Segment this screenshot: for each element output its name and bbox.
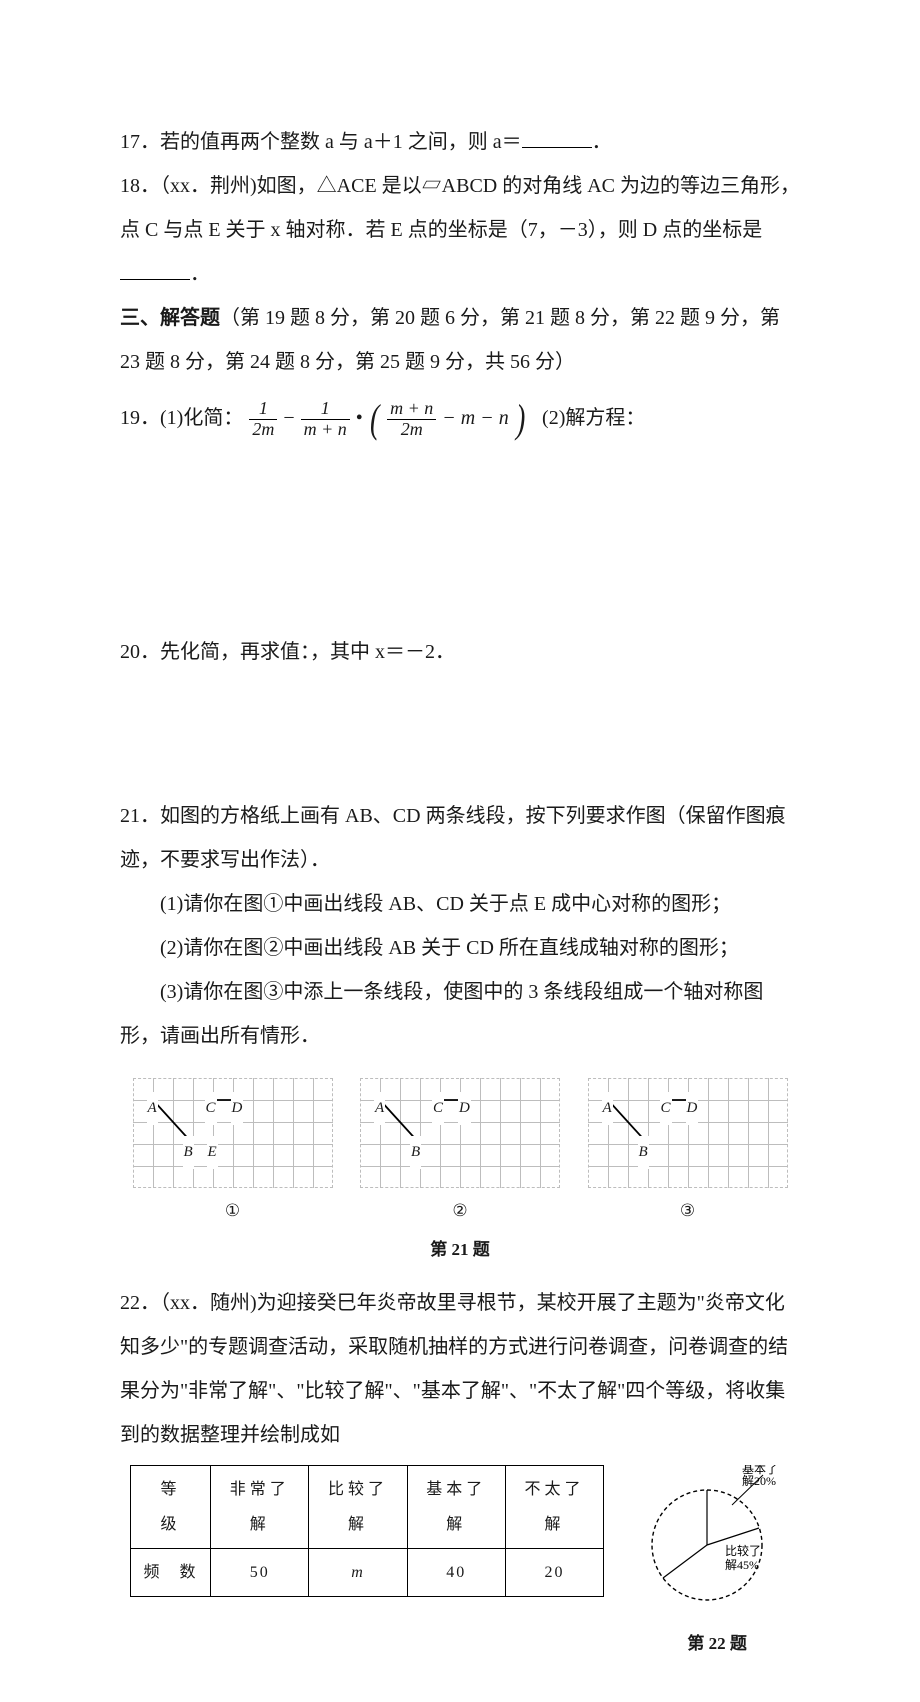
q21-p1: (1)请你在图①中画出线段 AB、CD 关于点 E 成中心对称的图形； [120,882,800,926]
q18-num: 18． [120,175,160,197]
q17-text-a: 若的值再两个整数 a 与 a＋1 之间，则 a＝ [160,131,522,153]
lbl-D2: D [458,1092,471,1125]
td-v0: 50 [211,1549,309,1597]
q21-p2: (2)请你在图②中画出线段 AB 关于 CD 所在直线成轴对称的图形； [120,926,800,970]
q21-grids: A C D B E ① A C D B ② 第 21 题 [120,1078,800,1269]
q21-p3: (3)请你在图③中添上一条线段，使图中的 3 条线段组成一个轴对称图形，请画出所… [120,970,800,1058]
frac-1-over-m-plus-n: 1 m + n [301,399,350,440]
q22-pie-caption: 第 22 题 [634,1625,800,1662]
grid-1: A C D B E [133,1078,333,1188]
q20-num: 20． [120,641,160,663]
lbl-E: E [207,1136,218,1169]
th-level: 等 级 [131,1465,211,1548]
grid-3-cap: ③ [585,1192,790,1229]
q21-num: 21． [120,805,160,827]
q17-tail: ． [592,131,612,153]
pie-label-compare-1: 比较了 [725,1543,761,1558]
table-row: 频 数 50 m 40 20 [131,1549,604,1597]
q17-num: 17． [120,131,160,153]
q20-text: 先化简，再求值：，其中 x＝－2． [160,641,455,663]
q19-tail-inside: − m − n [442,407,508,429]
q20: 20．先化简，再求值：，其中 x＝－2． [120,630,800,674]
frac-1-over-2m: 1 2m [249,399,277,440]
th-basic: 基本了解 [407,1465,505,1548]
q17-blank [522,127,592,148]
q18: 18．（xx．荆州)如图，△ACE 是以▱ABCD 的对角线 AC 为边的等边三… [120,164,800,296]
lbl-C: C [205,1092,217,1125]
lbl-D: D [231,1092,244,1125]
grid-3: A C D B [588,1078,788,1188]
lbl-B: B [183,1136,194,1169]
lbl-C2: C [432,1092,444,1125]
q22-text: （xx．随州)为迎接癸巳年炎帝故里寻根节，某校开展了主题为"炎帝文化知多少"的专… [120,1292,788,1446]
grid-1-wrap: A C D B E ① [130,1078,335,1269]
lbl-A2: A [374,1092,385,1125]
td-v2: 40 [407,1549,505,1597]
lbl-A3: A [602,1092,613,1125]
grid-3-wrap: A C D B ③ [585,1078,790,1269]
q18-text: （xx．荆州)如图，△ACE 是以▱ABCD 的对角线 AC 为边的等边三角形，… [120,175,800,241]
q21-figure-caption: 第 21 题 [358,1231,563,1268]
frac-mn-over-2m: m + n 2m [387,399,436,440]
td-v1: m [309,1549,407,1597]
lbl-A: A [147,1092,158,1125]
lbl-B2: B [410,1136,421,1169]
pie-label-basic-2: 解20% [742,1474,776,1488]
q19-num: 19． [120,407,160,429]
workspace-q20 [120,674,800,794]
q19: 19．(1)化简： 1 2m − 1 m + n • ( m + n 2m − … [120,396,800,440]
q22: 22．（xx．随州)为迎接癸巳年炎帝故里寻根节，某校开展了主题为"炎帝文化知多少… [120,1281,800,1457]
q17: 17．若的值再两个整数 a 与 a＋1 之间，则 a＝ ． [120,120,800,164]
grid-2: A C D B [360,1078,560,1188]
grid-2-wrap: A C D B ② 第 21 题 [358,1078,563,1269]
q18-blank [120,259,190,280]
grid-2-cap: ② [358,1192,563,1229]
q22-pie-wrap: 基本了 解20% 比较了 解45% 第 22 题 [634,1465,800,1662]
q22-figures: 等 级 非常了解 比较了解 基本了解 不太了解 频 数 50 m 40 20 [120,1465,800,1662]
td-rowlabel: 频 数 [131,1549,211,1597]
q18-tail: ． [190,263,210,285]
table-row: 等 级 非常了解 比较了解 基本了解 不太了解 [131,1465,604,1548]
grid-1-cap: ① [130,1192,335,1229]
q22-table: 等 级 非常了解 比较了解 基本了解 不太了解 频 数 50 m 40 20 [130,1465,604,1598]
q21: 21．如图的方格纸上画有 AB、CD 两条线段，按下列要求作图（保留作图痕迹，不… [120,794,800,882]
th-very: 非常了解 [211,1465,309,1548]
page: 17．若的值再两个整数 a 与 a＋1 之间，则 a＝ ． 18．（xx．荆州)如… [0,0,920,1702]
pie-label-compare-2: 解45% [725,1558,759,1572]
lbl-C3: C [660,1092,672,1125]
q22-num: 22． [120,1292,160,1314]
th-notmuch: 不太了解 [505,1465,603,1548]
q21-intro: 如图的方格纸上画有 AB、CD 两条线段，按下列要求作图（保留作图痕迹，不要求写… [120,805,786,871]
lbl-D3: D [686,1092,699,1125]
q19-part2-label: (2)解方程： [542,407,645,429]
q19-part1-label: (1)化简： [160,407,243,429]
q19-expression: 1 2m − 1 m + n • ( m + n 2m − m − n ) [248,407,532,429]
td-v3: 20 [505,1549,603,1597]
workspace-q19 [120,500,800,630]
q22-pie: 基本了 解20% 比较了 解45% [647,1465,787,1605]
lbl-B3: B [638,1136,649,1169]
th-compare: 比较了解 [309,1465,407,1548]
section-3-heading: 三、解答题（第 19 题 8 分，第 20 题 6 分，第 21 题 8 分，第… [120,296,800,384]
